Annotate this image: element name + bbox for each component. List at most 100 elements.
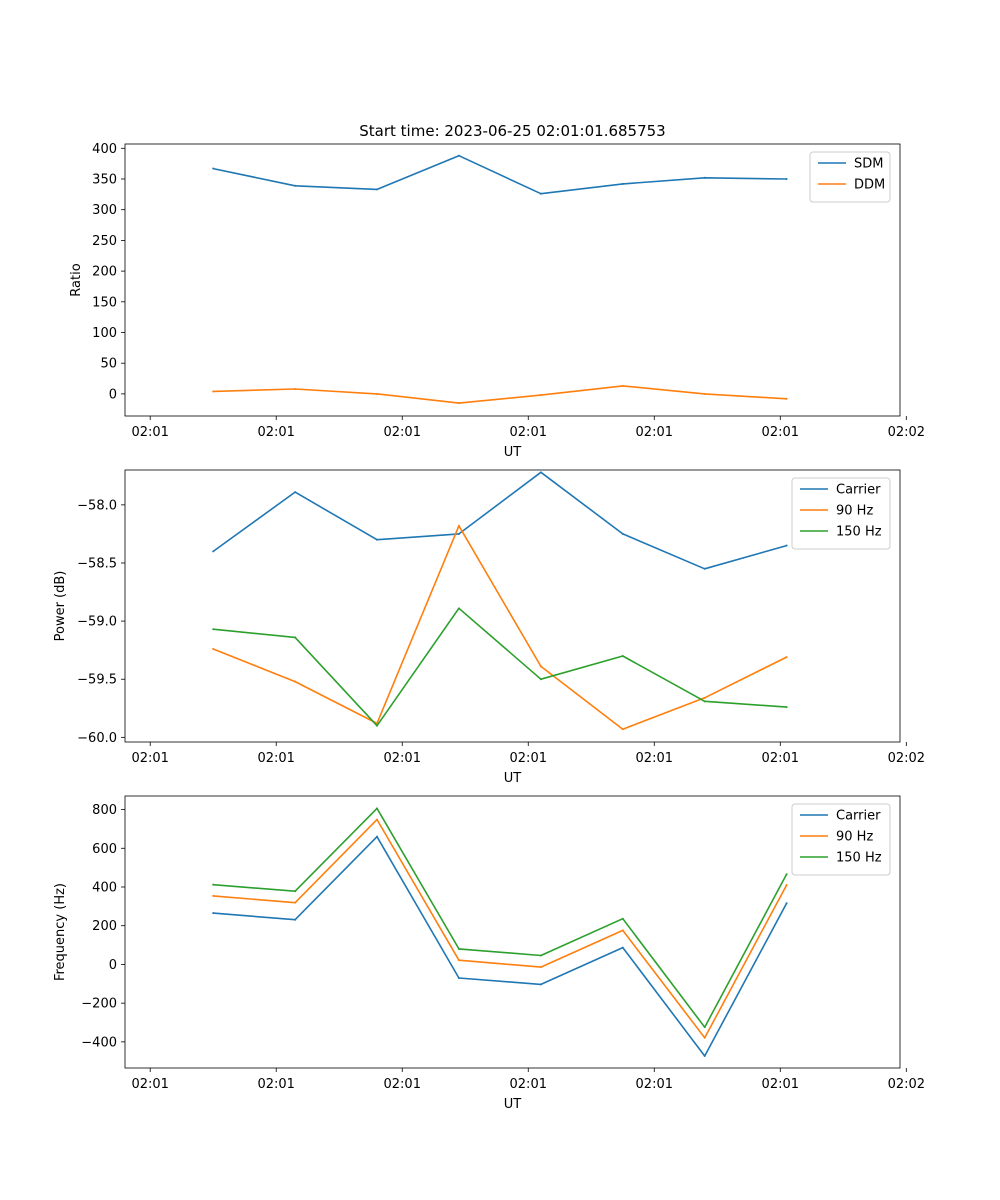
x-tick-label: 02:01 bbox=[131, 425, 168, 440]
y-tick-label: 100 bbox=[92, 326, 117, 341]
data-point bbox=[539, 192, 542, 195]
data-point bbox=[294, 918, 297, 921]
series-line-carrier bbox=[212, 471, 787, 570]
x-tick-label: 02:01 bbox=[762, 751, 799, 766]
series-line-90-hz bbox=[213, 818, 788, 1039]
data-point bbox=[294, 636, 297, 639]
subplot-2: 02:01 02:01 02:01 02:01 02:01 02:01 02:02 UT −60… bbox=[53, 469, 925, 786]
x-tick-label: 02:02 bbox=[888, 425, 925, 440]
series-line-ddm bbox=[213, 385, 787, 404]
data-point bbox=[703, 700, 706, 703]
y-tick-label: 300 bbox=[92, 203, 117, 218]
data-point bbox=[457, 532, 460, 535]
y-tick-label: 0 bbox=[109, 387, 117, 402]
y-axis-label: Frequency (Hz) bbox=[53, 883, 68, 981]
y-tick-label: −200 bbox=[81, 997, 117, 1012]
data-point bbox=[212, 550, 215, 553]
data-point bbox=[212, 912, 215, 915]
y-tick-label: 200 bbox=[92, 919, 117, 934]
x-axis-label: UT bbox=[504, 1097, 522, 1112]
plot-frame bbox=[124, 469, 901, 743]
y-tick-label: 600 bbox=[92, 842, 117, 857]
x-tick-label: 02:01 bbox=[384, 1077, 421, 1092]
y-tick-label: −58.5 bbox=[77, 556, 117, 571]
data-point bbox=[703, 1036, 706, 1039]
data-point bbox=[785, 873, 788, 876]
data-point bbox=[785, 397, 788, 400]
x-tick-label: 02:01 bbox=[384, 751, 421, 766]
data-point bbox=[376, 392, 379, 395]
legend: Carrier 90 Hz 150 Hz bbox=[791, 477, 891, 550]
data-point bbox=[294, 901, 297, 904]
x-tick-label: 02:01 bbox=[762, 425, 799, 440]
data-point bbox=[703, 176, 706, 179]
legend-box bbox=[809, 151, 891, 203]
legend: SDM DDM bbox=[809, 151, 891, 203]
data-point bbox=[785, 902, 788, 905]
data-point bbox=[376, 724, 379, 727]
x-tick-label: 02:01 bbox=[636, 751, 673, 766]
data-point bbox=[376, 538, 379, 541]
data-point bbox=[703, 1054, 706, 1057]
y-axis-label: Ratio bbox=[69, 263, 84, 296]
data-point bbox=[621, 929, 624, 932]
legend-label: DDM bbox=[854, 178, 885, 193]
x-tick-label: 02:01 bbox=[762, 1077, 799, 1092]
data-point bbox=[703, 392, 706, 395]
data-point bbox=[785, 177, 788, 180]
data-point bbox=[457, 959, 460, 962]
x-tick-label: 02:01 bbox=[636, 1077, 673, 1092]
x-axis-label: UT bbox=[504, 771, 522, 786]
x-axis-label: UT bbox=[504, 445, 522, 460]
data-point bbox=[457, 976, 460, 979]
data-point bbox=[539, 678, 542, 681]
data-point bbox=[376, 807, 379, 810]
plot-frame bbox=[124, 795, 901, 1069]
data-point bbox=[539, 983, 542, 986]
data-point bbox=[621, 532, 624, 535]
x-tick-label: 02:01 bbox=[510, 425, 547, 440]
legend-label: Carrier bbox=[836, 809, 881, 824]
y-axis-label: Power (dB) bbox=[53, 571, 68, 642]
y-tick-label: 350 bbox=[92, 172, 117, 187]
x-tick-label: 02:01 bbox=[257, 1077, 294, 1092]
x-tick-label: 02:01 bbox=[510, 751, 547, 766]
x-tick-label: 02:01 bbox=[131, 751, 168, 766]
subplot-1: 02:01 02:01 02:01 02:01 02:01 02:01 02:02 UT 0 50… bbox=[69, 142, 925, 460]
data-point bbox=[376, 188, 379, 191]
data-point bbox=[376, 835, 379, 838]
subplot-3: 02:01 02:01 02:01 02:01 02:01 02:01 02:02 UT −40… bbox=[53, 795, 925, 1112]
legend-label: SDM bbox=[854, 157, 883, 172]
y-tick-label: 200 bbox=[92, 265, 117, 280]
data-point bbox=[212, 167, 215, 170]
data-point bbox=[294, 680, 297, 683]
legend-label: 150 Hz bbox=[836, 525, 882, 540]
y-tick-label: −59.0 bbox=[77, 615, 117, 630]
data-point bbox=[621, 917, 624, 920]
plot-frame bbox=[124, 143, 901, 417]
y-tick-label: −400 bbox=[81, 1035, 117, 1050]
data-point bbox=[376, 818, 379, 821]
data-point bbox=[621, 654, 624, 657]
data-point bbox=[457, 947, 460, 950]
data-point bbox=[212, 628, 215, 631]
y-tick-label: 250 bbox=[92, 234, 117, 249]
y-tick-label: 150 bbox=[92, 295, 117, 310]
series-line-sdm bbox=[213, 154, 787, 195]
data-point bbox=[457, 402, 460, 405]
x-tick-label: 02:01 bbox=[384, 425, 421, 440]
y-tick-label: −60.0 bbox=[77, 731, 117, 746]
x-tick-label: 02:01 bbox=[257, 425, 294, 440]
x-tick-label: 02:01 bbox=[131, 1077, 168, 1092]
data-point bbox=[457, 607, 460, 610]
legend-label: 150 Hz bbox=[836, 851, 882, 866]
data-point bbox=[539, 665, 542, 668]
legend-label: Carrier bbox=[836, 483, 881, 498]
data-point bbox=[294, 387, 297, 390]
data-point bbox=[457, 154, 460, 157]
figure-title: Start time: 2023-06-25 02:01:01.685753 bbox=[359, 122, 665, 140]
series-line-carrier bbox=[213, 835, 788, 1057]
data-point bbox=[457, 524, 460, 527]
data-point bbox=[212, 648, 215, 651]
